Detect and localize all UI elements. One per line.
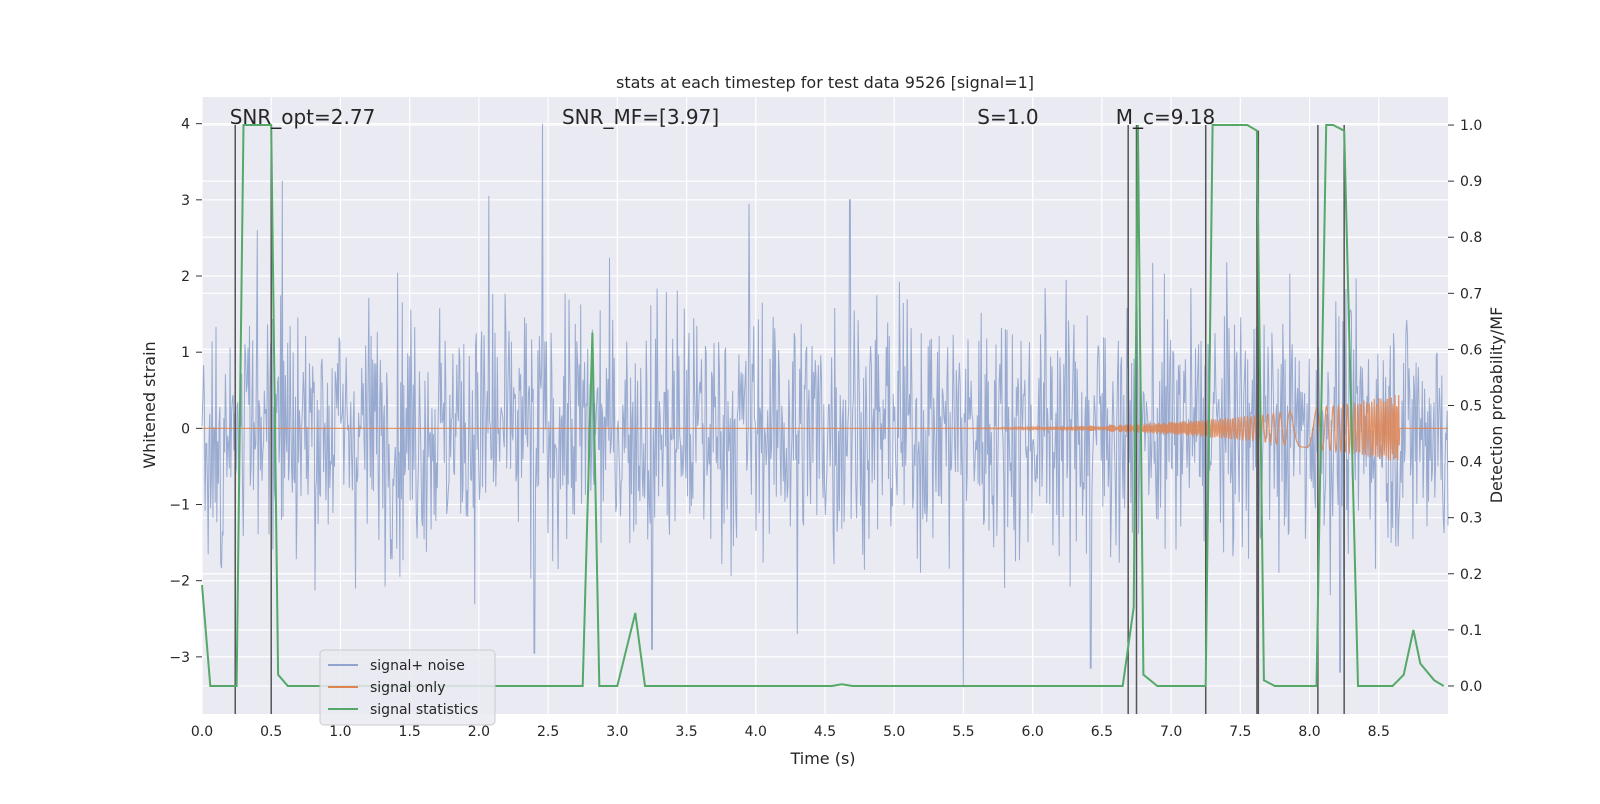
x-tick-label: 5.0 — [883, 724, 905, 740]
x-tick-label: 1.5 — [399, 724, 421, 740]
x-tick-label: 3.0 — [606, 724, 628, 740]
y-left-tick-label: 0 — [181, 421, 190, 437]
x-tick-label: 0.0 — [191, 724, 213, 740]
signal-only-line — [202, 394, 1448, 461]
x-tick-label: 3.5 — [675, 724, 697, 740]
y-right-tick-label: 0.0 — [1460, 679, 1482, 695]
annotations-layer: SNR_opt=2.77 SNR_MF=[3.97] S=1.0 M_c=9.18 — [230, 105, 1216, 129]
y-right-tick-label: 0.7 — [1460, 286, 1482, 302]
x-tick-label: 6.0 — [1022, 724, 1044, 740]
y-left-tick-label: 3 — [181, 193, 190, 209]
chart-title: stats at each timestep for test data 952… — [616, 73, 1034, 92]
annotation-text: M_c=9.18 — [1116, 105, 1216, 129]
annotation-text: SNR_opt=2.77 — [230, 105, 376, 129]
y-left-tick-label: −3 — [169, 650, 190, 666]
legend-box — [319, 649, 496, 726]
y-left-tick-label: 1 — [181, 345, 190, 361]
x-tick-label: 0.5 — [260, 724, 282, 740]
legend-label-signal-only: signal only — [370, 680, 445, 696]
annotation-text: SNR_MF=[3.97] — [562, 105, 719, 129]
y-left-tick-label: 2 — [181, 269, 190, 285]
x-tick-label: 2.0 — [468, 724, 490, 740]
y-right-tick-label: 0.6 — [1460, 342, 1482, 358]
x-tick-label: 1.0 — [329, 724, 351, 740]
x-tick-label: 4.0 — [745, 724, 767, 740]
axes-layer: 0.0 0.5 1.0 1.5 2.0 2.5 3.0 3.5 4.0 4.5 5.0 5.5 6.0 6… — [169, 117, 1482, 740]
y-right-tick-label: 0.2 — [1460, 567, 1482, 583]
y-right-tick-label: 0.9 — [1460, 174, 1482, 190]
x-tick-label: 6.5 — [1091, 724, 1113, 740]
legend: signal+ noise signal only signal statist… — [319, 649, 496, 726]
annotation-text: S=1.0 — [977, 105, 1038, 129]
y-right-axis-label: Detection probability/MF — [1487, 307, 1506, 504]
y-right-tick-label: 1.0 — [1460, 118, 1482, 134]
x-axis-label: Time (s) — [789, 749, 855, 768]
x-tick-label: 8.5 — [1368, 724, 1390, 740]
signal-only-series-layer — [202, 394, 1448, 461]
x-tick-label: 4.5 — [814, 724, 836, 740]
y-right-tick-label: 0.1 — [1460, 623, 1482, 639]
x-tick-label: 8.0 — [1298, 724, 1320, 740]
x-tick-label: 7.0 — [1160, 724, 1182, 740]
y-left-axis-label: Whitened strain — [140, 341, 159, 468]
y-right-tick-label: 0.5 — [1460, 399, 1482, 415]
legend-label-signal-noise: signal+ noise — [370, 658, 465, 674]
y-right-tick-label: 0.4 — [1460, 455, 1482, 471]
y-right-tick-label: 0.8 — [1460, 230, 1482, 246]
y-left-tick-label: −1 — [169, 498, 190, 514]
y-right-tick-label: 0.3 — [1460, 511, 1482, 527]
y-left-tick-label: −2 — [169, 574, 190, 590]
legend-label-signal-statistics: signal statistics — [370, 702, 478, 718]
y-left-tick-label: 4 — [181, 117, 190, 133]
x-tick-label: 2.5 — [537, 724, 559, 740]
x-tick-label: 5.5 — [952, 724, 974, 740]
x-tick-label: 7.5 — [1229, 724, 1251, 740]
